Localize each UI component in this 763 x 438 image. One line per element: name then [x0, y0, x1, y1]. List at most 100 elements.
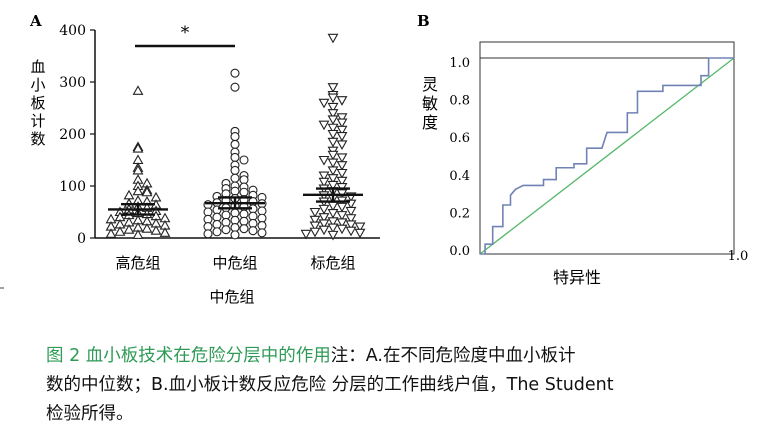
data-point-triangle-down — [318, 204, 330, 215]
data-point-triangle-up — [141, 186, 153, 197]
data-point-circle — [230, 152, 240, 162]
data-point-triangle-down — [345, 206, 357, 217]
data-point-triangle-down — [336, 176, 348, 187]
data-point-circle — [203, 229, 213, 239]
data-point-circle — [212, 227, 222, 237]
panel-b-y-tick-label: 0.4 — [449, 169, 470, 184]
data-point-circle — [257, 228, 267, 238]
data-point-triangle-up — [141, 223, 153, 233]
data-point-triangle-down — [336, 218, 348, 229]
panel-a-data-points — [105, 33, 366, 241]
data-point-triangle-down — [318, 120, 330, 131]
panel-a-mean-bars — [108, 187, 363, 216]
caption-title: 图 2 血小板技术在危险分层中的作用 — [46, 346, 331, 366]
panel-a-y-tick-label: 100 — [59, 179, 86, 195]
panel-a-x-tick-labels: 高危组 中危组 标危组 — [115, 254, 355, 272]
panel-a-y-ticks: 0 100 200 300 400 — [59, 23, 95, 247]
panel-b-x-tick-last: 1.0 — [728, 249, 749, 264]
panel-a-y-label-char: 小 — [30, 76, 45, 94]
panel-a-y-tick-label: 400 — [59, 23, 86, 39]
data-point-triangle-down — [309, 221, 321, 232]
data-point-triangle-down — [327, 109, 339, 119]
data-point-circle — [230, 68, 240, 78]
data-point-triangle-down — [318, 219, 330, 230]
data-point-circle — [230, 230, 240, 240]
data-point-triangle-down — [336, 118, 348, 129]
figure-caption: 图 2 血小板技术在危险分层中的作用注：A.在不同危险度中血小板计 数的中位数；… — [46, 342, 736, 429]
data-point-triangle-down — [327, 166, 339, 177]
panel-a-y-label-char: 计 — [30, 112, 45, 130]
panel-b-y-axis-label: 灵敏度 — [422, 75, 438, 132]
data-point-triangle-down — [327, 129, 339, 140]
reference-line — [479, 57, 735, 255]
data-point-triangle-up — [132, 85, 144, 95]
data-point-triangle-down — [327, 208, 339, 219]
data-point-triangle-down — [327, 93, 339, 104]
data-point-triangle-down — [318, 171, 330, 182]
data-point-triangle-down — [318, 98, 330, 109]
data-point-triangle-down — [336, 161, 348, 171]
panel-b-frame — [479, 41, 735, 255]
significance-star: * — [181, 23, 190, 43]
data-point-triangle-up — [114, 226, 126, 236]
data-point-triangle-down — [336, 211, 348, 221]
data-point-triangle-up — [132, 142, 144, 153]
data-point-triangle-down — [327, 150, 339, 161]
panel-b-x-axis-label: 特异性 — [553, 268, 601, 287]
panel-a-x-tick-label: 中危组 — [212, 254, 257, 272]
data-point-triangle-down — [336, 132, 348, 142]
data-point-triangle-down — [318, 213, 330, 223]
data-point-triangle-down — [327, 174, 339, 184]
panel-a-y-tick-label: 200 — [59, 127, 86, 143]
data-point-circle — [248, 226, 258, 236]
roc-curve — [480, 57, 734, 255]
panel-a-y-label-char: 血 — [30, 58, 45, 76]
data-point-triangle-down — [336, 202, 348, 213]
panel-b-y-tick-label: 0.8 — [449, 94, 470, 109]
data-point-circle — [230, 132, 240, 142]
data-point-circle — [221, 225, 231, 235]
data-point-triangle-down — [327, 180, 339, 191]
panel-b-y-label-char: 度 — [422, 113, 438, 132]
data-point-triangle-down — [345, 220, 357, 231]
data-point-triangle-down — [345, 226, 357, 237]
panel-b-y-label-char: 敏 — [422, 94, 438, 113]
data-point-triangle-down — [327, 123, 339, 134]
caption-line-3: 检验所得。 — [46, 404, 134, 424]
data-point-triangle-down — [336, 153, 348, 164]
panel-b-y-tick-label: 0.6 — [449, 131, 470, 146]
panel-b-chart: B 灵敏度 0.0 0.2 0.4 0.6 0.8 1.0 1.0 特异性 — [417, 12, 748, 287]
data-point-triangle-down — [318, 155, 330, 166]
panel-b-letter: B — [417, 12, 430, 30]
data-point-circle — [230, 173, 240, 183]
data-point-triangle-down — [336, 140, 348, 151]
data-point-triangle-down — [327, 217, 339, 227]
data-point-triangle-down — [336, 168, 348, 179]
panel-b-y-tick-label: 1.0 — [449, 56, 470, 71]
data-point-triangle-up — [132, 229, 144, 239]
panel-a-x-tick-label: 标危组 — [310, 254, 355, 272]
data-point-triangle-down — [309, 227, 321, 238]
panel-a-y-tick-label: 300 — [59, 75, 86, 91]
data-point-triangle-down — [336, 224, 348, 235]
data-point-circle — [239, 155, 249, 165]
data-point-triangle-down — [354, 222, 366, 233]
data-point-triangle-down — [327, 102, 339, 113]
data-point-triangle-down — [309, 207, 321, 218]
panel-a-y-tick-label: 0 — [77, 231, 86, 247]
data-point-triangle-up — [159, 227, 171, 237]
data-point-triangle-down — [309, 215, 321, 226]
data-point-triangle-up — [132, 164, 144, 175]
caption-line-1: 图 2 血小板技术在危险分层中的作用注：A.在不同危险度中血小板计 — [46, 342, 736, 371]
panel-a-x-label-below: 中危组 — [209, 288, 254, 306]
data-point-triangle-down — [336, 125, 348, 136]
data-point-triangle-down — [354, 228, 366, 239]
data-point-circle — [230, 82, 240, 92]
caption-body-1: 注：A.在不同危险度中血小板计 — [330, 346, 576, 366]
data-point-triangle-up — [123, 224, 135, 234]
data-point-triangle-down — [327, 223, 339, 234]
data-point-circle — [230, 165, 240, 175]
panel-a-letter: A — [29, 12, 42, 30]
